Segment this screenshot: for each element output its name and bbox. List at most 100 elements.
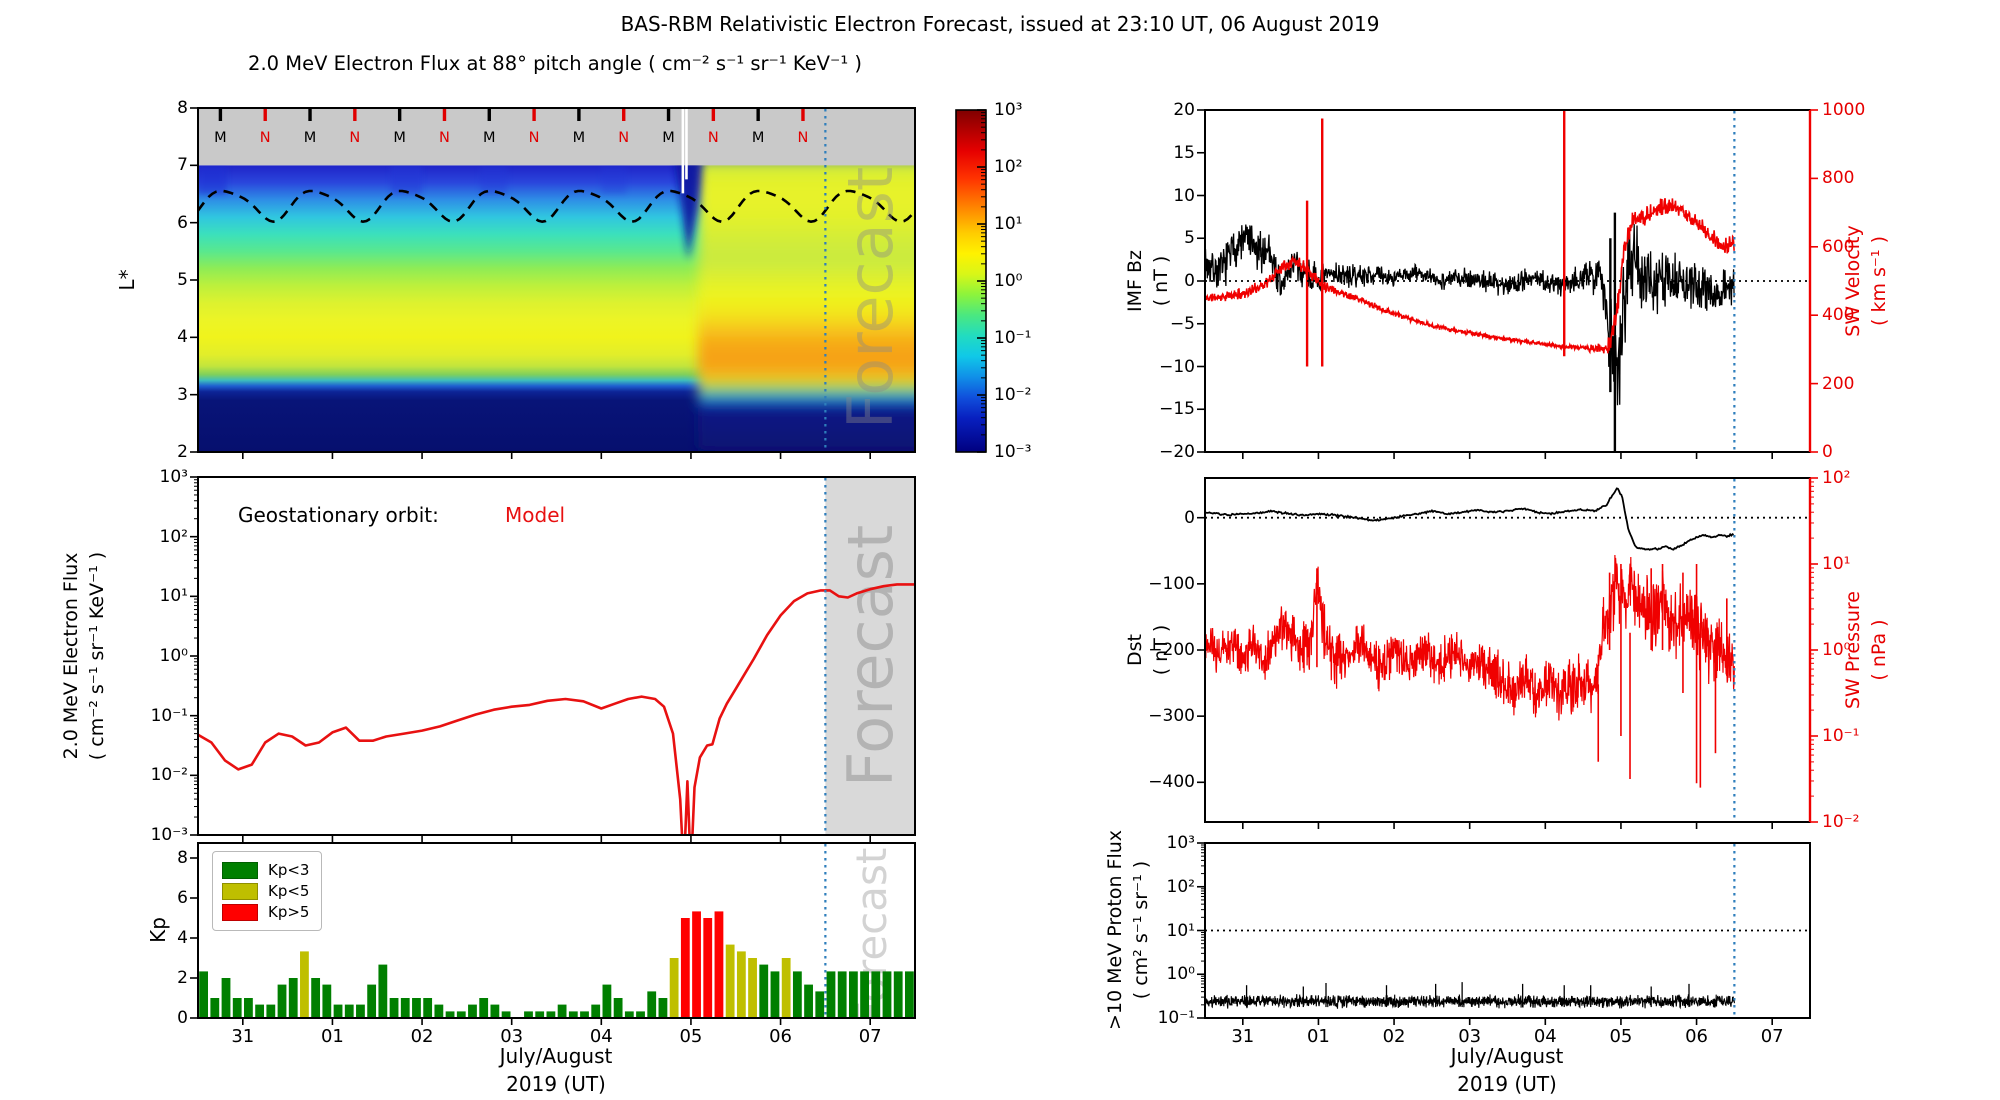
kp-tick-label: 0 (177, 1008, 188, 1028)
lstar-tick-label: 2 (177, 442, 188, 462)
colorbar-tick-label: 10⁻¹ (994, 328, 1032, 348)
sw-velocity-ylabel-line2: ( km s⁻¹ ) (1868, 236, 1890, 327)
mn-marker-label: M (662, 130, 675, 146)
colorbar-tick-label: 10¹ (994, 214, 1023, 234)
x-tick-label: 03 (500, 1026, 524, 1047)
lstar-tick-label: 8 (177, 98, 188, 118)
kp-legend-label: Kp<5 (268, 882, 310, 900)
lstar-tick-label: 5 (177, 270, 188, 290)
proton-tick-label: 10³ (1166, 833, 1195, 853)
velocity-tick-label: 600 (1822, 236, 1855, 257)
pressure-tick-label: 10⁻¹ (1822, 726, 1860, 746)
imf-tick-label: −5 (1169, 313, 1195, 334)
kp-tick-label: 4 (177, 928, 188, 948)
flux-legend-prefix: Geostationary orbit: (238, 503, 439, 527)
proton-tick-label: 10⁰ (1166, 964, 1195, 985)
lstar-tick-label: 3 (177, 384, 188, 405)
right-xlabel-line2: 2019 (UT) (1457, 1072, 1557, 1096)
x-tick-label: 03 (1458, 1026, 1482, 1047)
kp-legend-item: Kp>5 (222, 903, 309, 921)
mn-marker-label: N (439, 130, 450, 146)
mn-marker-label: N (349, 130, 361, 146)
mn-marker-label: M (483, 130, 496, 146)
flux-tick-label: 10¹ (159, 586, 188, 607)
kp-tick-label: 8 (177, 848, 188, 868)
colorbar-tick-label: 10³ (994, 100, 1023, 120)
kp-legend-label: Kp<3 (268, 861, 310, 879)
mn-marker-label: M (572, 130, 586, 146)
proton-tick-label: 10² (1166, 876, 1195, 897)
imf-tick-label: 10 (1173, 185, 1195, 206)
lstar-tick-label: 7 (177, 155, 188, 176)
colorbar-tick-label: 10² (994, 157, 1023, 177)
svg-text:Forecast: Forecast (834, 525, 907, 787)
dst-tick-label: −400 (1148, 772, 1195, 793)
colorbar-tick-label: 10⁻² (994, 385, 1032, 405)
flux-tick-label: 10⁻¹ (150, 705, 188, 726)
imf-tick-label: −20 (1159, 442, 1195, 462)
flux-tick-label: 10² (159, 526, 188, 547)
kp-legend: Kp<3 Kp<5 Kp>5 (212, 851, 323, 931)
kp-legend-swatch (222, 861, 258, 879)
right-xlabel-line1: July/August (1450, 1044, 1564, 1068)
x-tick-label: 04 (589, 1026, 613, 1047)
imf-tick-label: −15 (1159, 399, 1195, 420)
proton-tick-label: 10⁻¹ (1157, 1008, 1195, 1028)
dst-tick-label: −300 (1148, 706, 1195, 727)
mn-marker-label: N (707, 130, 719, 146)
x-tick-label: 04 (1533, 1026, 1557, 1047)
heatmap-title: 2.0 MeV Electron Flux at 88° pitch angle… (248, 52, 862, 75)
flux-tick-label: 10³ (159, 467, 188, 487)
pressure-tick-label: 10⁻² (1822, 812, 1860, 832)
x-tick-label: 06 (1685, 1026, 1709, 1047)
velocity-tick-label: 0 (1822, 442, 1833, 462)
dst-tick-label: −200 (1148, 640, 1195, 660)
flux-tick-label: 10⁻² (150, 765, 188, 786)
kp-legend-swatch (222, 903, 258, 921)
mn-marker-label: M (393, 130, 406, 146)
imf-tick-label: −10 (1159, 356, 1195, 377)
lstar-tick-label: 4 (177, 327, 188, 348)
velocity-tick-label: 800 (1822, 168, 1855, 189)
flux-ylabel: 2.0 MeV Electron Flux ( cm⁻² s⁻¹ sr⁻¹ Ke… (58, 552, 110, 760)
colorbar-tick-label: 10⁰ (994, 271, 1023, 291)
kp-tick-label: 2 (177, 968, 188, 988)
x-tick-label: 05 (679, 1026, 703, 1047)
kp-legend-item: Kp<3 (222, 861, 309, 879)
colorbar-tick-label: 10⁻³ (994, 442, 1032, 462)
lstar-tick-label: 6 (177, 212, 188, 233)
x-tick-label: 05 (1609, 1026, 1633, 1047)
kp-legend-item: Kp<5 (222, 882, 309, 900)
x-tick-label: 02 (1382, 1026, 1406, 1047)
x-tick-label: 01 (1306, 1026, 1330, 1047)
kp-tick-label: 6 (177, 888, 188, 908)
imf-tick-label: 0 (1184, 271, 1195, 291)
sw-pressure-ylabel-line2: ( nPa ) (1868, 619, 1890, 681)
flux-ylabel-line1: 2.0 MeV Electron Flux (60, 552, 82, 760)
proton-tick-label: 10¹ (1166, 920, 1195, 941)
imf-tick-label: 15 (1173, 142, 1195, 163)
imf-tick-label: 20 (1173, 100, 1195, 120)
flux-tick-label: 10⁰ (159, 646, 188, 666)
mn-marker-label: M (303, 130, 317, 146)
x-tick-label: 06 (769, 1026, 793, 1047)
svg-text:Forecast: Forecast (834, 167, 907, 429)
x-tick-label: 31 (1231, 1026, 1255, 1047)
page-title: BAS-RBM Relativistic Electron Forecast, … (620, 12, 1380, 36)
flux-ylabel-line2: ( cm⁻² s⁻¹ sr⁻¹ KeV⁻¹ ) (86, 551, 108, 761)
imf-tick-label: 5 (1184, 228, 1195, 249)
mn-marker-label: M (214, 130, 227, 146)
velocity-tick-label: 1000 (1822, 100, 1866, 120)
x-tick-label: 31 (231, 1026, 255, 1047)
mn-marker-label: N (528, 130, 540, 146)
x-tick-label: 07 (858, 1026, 882, 1047)
left-xlabel-line1: July/August (499, 1044, 613, 1068)
flux-tick-label: 10⁻³ (150, 825, 188, 845)
mn-marker-label: N (259, 130, 271, 146)
kp-legend-label: Kp>5 (268, 903, 310, 921)
velocity-tick-label: 400 (1822, 305, 1855, 326)
mn-marker-label: N (618, 130, 630, 146)
flux-legend-model: Model (505, 503, 566, 527)
